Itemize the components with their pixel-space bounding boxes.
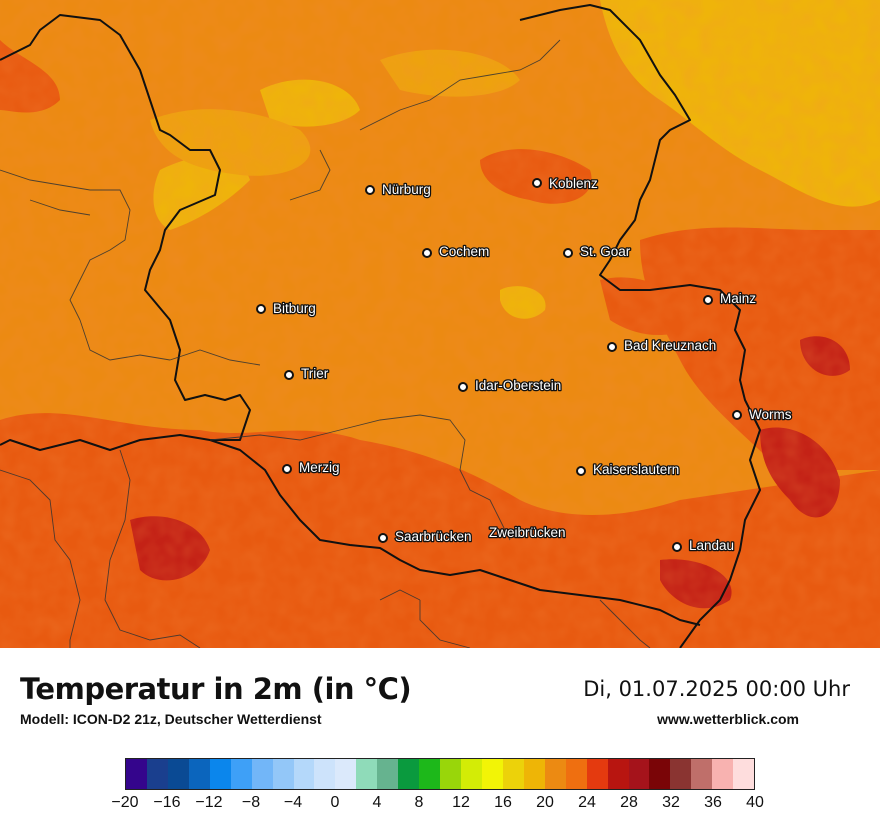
city-dot-worms[interactable] [732,410,742,420]
city-label: Cochem [439,244,489,259]
map-title: Temperatur in 2m (in °C) [20,672,412,706]
legend-tick-label: 12 [452,794,470,811]
legend-color-cell [377,759,399,789]
website-link[interactable]: www.wetterblick.com [657,711,799,727]
legend-tick-label: −12 [195,794,223,811]
legend-tick-label: 4 [372,794,382,811]
legend-tick-label: −16 [153,794,181,811]
legend-color-cell [607,759,629,789]
city-labels: Nürburg Koblenz Cochem St. Goar Mainz Bi… [272,175,793,555]
city-label: Merzig [299,460,340,475]
legend-color-cell [691,759,713,789]
legend-color-cell [523,759,545,789]
city-dot-kaiserslautern[interactable] [576,466,586,476]
legend-color-cell [481,759,503,789]
legend-color-cell [314,759,336,789]
city-dot-cochem[interactable] [422,248,432,258]
city-label: Nürburg [382,182,431,197]
city-label: Worms [749,407,792,422]
legend-color-cell [126,759,147,789]
legend-color-cell [146,759,168,789]
legend-color-cell [356,759,378,789]
state-borders [0,4,761,648]
legend-color-cell [670,759,692,789]
legend-tick-label: −4 [283,794,303,811]
legend-color-cell [733,759,755,789]
model-info: Modell: ICON-D2 21z, Deutscher Wetterdie… [20,711,322,727]
legend-color-cell [565,759,587,789]
city-dot-bad-kreuznach[interactable] [607,342,617,352]
map-footer: Temperatur in 2m (in °C) Modell: ICON-D2… [0,648,880,830]
legend-color-cell [398,759,420,789]
city-label: Zweibrücken [489,525,566,540]
color-scale-legend [125,758,755,790]
forecast-datetime: Di, 01.07.2025 00:00 Uhr [583,677,850,701]
temperature-map[interactable]: Nürburg Koblenz Cochem St. Goar Mainz Bi… [0,0,880,648]
legend-tick-label: 20 [536,794,554,811]
legend-color-cell [712,759,734,789]
legend-color-cell [293,759,315,789]
city-dot-mainz[interactable] [703,295,713,305]
legend-color-cell [209,759,231,789]
legend-color-cell [335,759,357,789]
city-label: Idar-Oberstein [475,378,561,393]
legend-tick-label: 16 [494,794,512,811]
city-dot-trier[interactable] [284,370,294,380]
city-dot-idar-oberstein[interactable] [458,382,468,392]
city-label: Saarbrücken [395,529,472,544]
city-label: Bitburg [273,301,316,316]
legend-color-cell [272,759,294,789]
city-dot-saarbruecken[interactable] [378,533,388,543]
legend-tick-label: 24 [578,794,596,811]
legend-color-cell [167,759,189,789]
legend-tick-label: 8 [414,794,424,811]
legend-color-cell [586,759,608,789]
city-dot-st-goar[interactable] [563,248,573,258]
city-label: Trier [301,366,329,381]
city-label: Koblenz [549,176,598,191]
city-dot-nuerburg[interactable] [365,185,375,195]
legend-tick-label: 32 [662,794,680,811]
legend-color-cell [440,759,461,789]
legend-color-cell [251,759,273,789]
legend-color-cell [419,759,441,789]
legend-tick-label: 28 [620,794,638,811]
legend-tick-label: −8 [241,794,261,811]
city-label: Bad Kreuznach [624,338,716,353]
city-dot-merzig[interactable] [282,464,292,474]
city-label: Mainz [720,291,756,306]
city-label: Landau [689,538,734,553]
legend-color-cell [544,759,566,789]
city-dot-landau[interactable] [672,542,682,552]
legend-ticks: −20 −16 −12 −8 −4 0 4 8 12 16 20 24 28 32 36 40 [0,794,880,818]
city-markers [256,178,742,552]
legend-color-cell [230,759,252,789]
city-label: Kaiserslautern [593,462,679,477]
legend-color-cell [502,759,524,789]
legend-color-cell [461,759,482,789]
legend-color-cell [628,759,650,789]
city-label: St. Goar [580,244,631,259]
legend-tick-label: 0 [330,794,340,811]
legend-tick-label: 36 [704,794,722,811]
legend-color-cell [649,759,671,789]
legend-tick-label: 40 [746,794,764,811]
legend-color-cell [188,759,210,789]
city-dot-bitburg[interactable] [256,304,266,314]
city-dot-koblenz[interactable] [532,178,542,188]
legend-tick-label: −20 [111,794,139,811]
county-borders [0,39,651,648]
texture-overlay [0,0,880,648]
